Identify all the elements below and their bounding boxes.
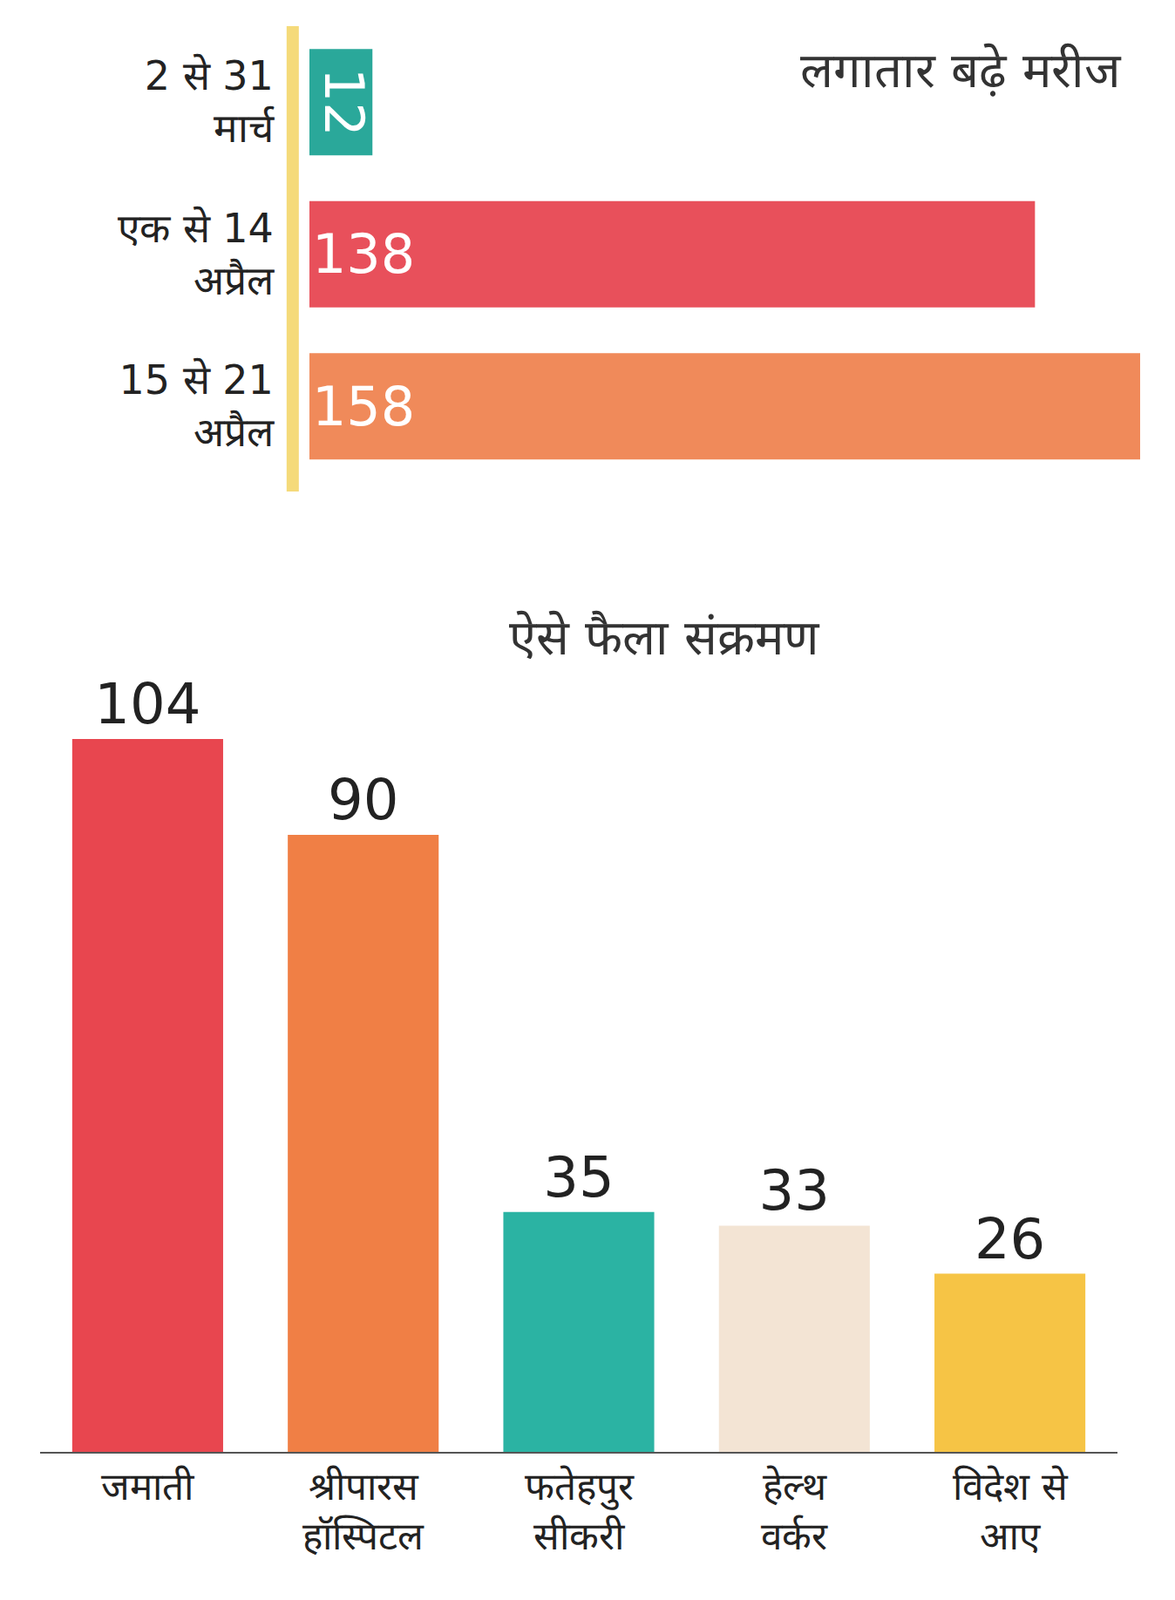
svg-text:90: 90 [327, 767, 399, 833]
svg-text:26: 26 [974, 1207, 1046, 1272]
svg-text:श्रीपारसहॉस्पिटल: श्रीपारसहॉस्पिटल [302, 1464, 425, 1559]
svg-text:जमाती: जमाती [101, 1464, 196, 1509]
svg-text:138: 138 [312, 222, 415, 286]
svg-text:फतेहपुरसीकरी: फतेहपुरसीकरी [524, 1464, 635, 1559]
svg-text:2 से 31मार्च: 2 से 31मार्च [144, 52, 275, 152]
svg-text:12: 12 [312, 67, 376, 137]
svg-text:15 से 21अप्रैल: 15 से 21अप्रैल [119, 356, 275, 456]
svg-text:33: 33 [759, 1158, 830, 1223]
svg-text:हेल्थवर्कर: हेल्थवर्कर [760, 1464, 829, 1559]
svg-text:ऐसे फैला संक्रमण: ऐसे फैला संक्रमण [509, 609, 821, 666]
svg-text:158: 158 [312, 374, 415, 439]
svg-text:लगातार बढ़े मरीज: लगातार बढ़े मरीज [800, 41, 1122, 99]
svg-text:104: 104 [94, 672, 201, 737]
svg-text:विदेश सेआए: विदेश सेआए [952, 1464, 1069, 1559]
svg-text:एक से 14अप्रैल: एक से 14अप्रैल [117, 204, 275, 305]
svg-text:35: 35 [543, 1145, 614, 1210]
